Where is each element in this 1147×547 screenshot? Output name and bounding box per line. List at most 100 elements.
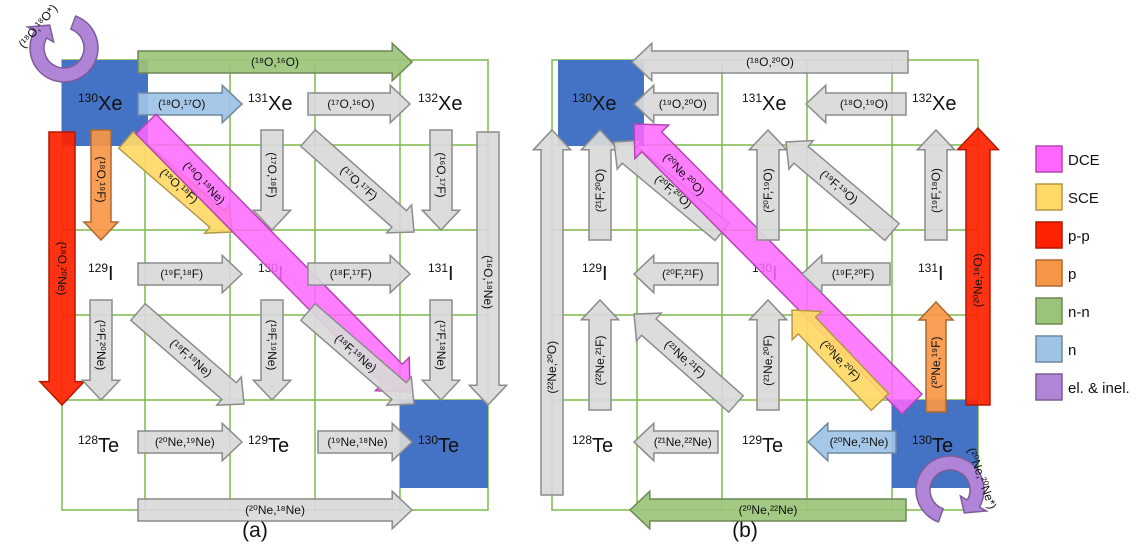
legend-swatch-dce: [1035, 145, 1063, 173]
te129-sym: Te: [268, 435, 289, 457]
legend-swatch-p: [1035, 259, 1063, 287]
arrow-a-diag-129: [129, 302, 245, 406]
nucleus-xe132-a: 132Xe: [418, 91, 463, 115]
te128b-sym: Te: [592, 435, 613, 457]
arrow-a-xe131-132: [307, 83, 412, 125]
arrow-b-bottom-nn: [628, 489, 907, 531]
nucleus-te128-b: 128Te: [572, 433, 613, 457]
xe131-mass: 131: [248, 91, 268, 105]
arrow-b-top-nn: [630, 41, 909, 83]
arrow-b-right-pp: [955, 126, 1001, 406]
arrow-a-te129-130: [317, 421, 414, 463]
arrow-a-bottom-nn: [137, 489, 414, 531]
te129-mass: 129: [248, 433, 268, 447]
nucleus-xe131-a: 131Xe: [248, 91, 293, 115]
arrow-a-i130-down: [251, 299, 293, 402]
arrow-b-i130-131: [800, 253, 891, 295]
arrow-a-pp-left-label: (¹⁸O,²⁰Ne): [55, 242, 69, 296]
arrow-b-i131-up: [915, 128, 957, 241]
arrow-a-p-xe-label: (¹⁸O,¹⁹F): [94, 156, 108, 202]
arrow-b-xe131-132-label: (¹⁸O,¹⁹O): [840, 97, 888, 111]
legend-label-el: el. & inel.: [1068, 380, 1130, 397]
nucleus-te128-a: 128Te: [78, 433, 119, 457]
i131-sym: I: [448, 263, 454, 285]
nucleus-i131-b: 131I: [918, 261, 944, 285]
panel-b-label: (b): [732, 519, 758, 542]
xe130-sym: Xe: [98, 93, 122, 115]
panel-b-arrows: (¹⁸O,²⁰O) (²⁰Ne,²²Ne) (²²Ne,²⁰O) (²⁰Ne,¹⁸O)…: [531, 41, 1001, 531]
xe132-mass: 132: [418, 91, 438, 105]
arrow-a-te129-130-label: (¹⁹Ne,¹⁸Ne): [327, 435, 387, 449]
arrow-a-i130-down-label: (¹⁸F,¹⁹Ne): [265, 320, 279, 371]
arrow-b-i129-up: [579, 128, 621, 241]
nucleus-xe130-a: 130Xe: [78, 91, 123, 115]
arrow-b-te128-129-label: (²¹Ne,²²Ne): [654, 435, 712, 449]
arrow-b-i130-up: [747, 128, 789, 241]
legend-label-dce: DCE: [1068, 152, 1100, 169]
i131-mass: 131: [428, 261, 448, 275]
nucleus-te130-b: 130Te: [912, 433, 953, 457]
arrow-b-right-pp-label: (²⁰Ne,¹⁸O): [971, 253, 985, 307]
legend-label-nn: n-n: [1068, 304, 1090, 321]
arrow-a-x131-down: [251, 129, 293, 232]
nucleus-xe131-b: 131Xe: [742, 91, 787, 115]
arrow-b-left-pp-label: (²²Ne,²⁰O): [545, 341, 559, 394]
te129b-sym: Te: [762, 435, 783, 457]
arrow-a-top-nn-label: (¹⁸O,¹⁶O): [251, 55, 299, 69]
legend-swatch-nn: [1035, 297, 1063, 325]
te128-mass: 128: [78, 433, 98, 447]
i131b-sym: I: [938, 263, 944, 285]
panel-b: 130Xe 131Xe 132Xe 129I 130I 131I 128Te 1…: [531, 41, 1001, 542]
arrow-a-x132-down-label: (¹⁶O,¹⁷F): [434, 152, 448, 197]
arrow-b-xe-n: [632, 83, 719, 125]
arrow-a-x132-down: [420, 129, 462, 232]
arrow-a-xe-n: [137, 83, 244, 125]
arrow-a-right-pp-label: (¹⁶O,¹⁸Ne): [481, 255, 495, 309]
arrow-b-te129-up-label: (²¹Ne,²⁰F): [761, 335, 775, 386]
arrow-a-te128-129: [137, 421, 244, 463]
arrow-b-te128-129: [632, 421, 719, 463]
xe131b-sym: Xe: [762, 93, 786, 115]
arrow-b-i131-up-label: (¹⁹F,¹⁸O): [929, 168, 943, 213]
arrow-b-i129-up-label: (²¹F,²⁰O): [593, 169, 607, 212]
arrow-b-te129-130-label: (²⁰Ne,²¹Ne): [830, 435, 889, 449]
arrow-b-i130-131-label: (¹⁹F,²⁰F): [832, 267, 875, 281]
arrow-a-x131-down-label: (¹⁷O,¹⁸F): [265, 152, 279, 197]
arrow-b-i129-130-label: (²⁰F,²¹F): [662, 267, 703, 281]
arrow-a-top-nn: [137, 41, 414, 83]
i129b-mass: 129: [582, 261, 602, 275]
legend-swatch-n: [1035, 335, 1063, 363]
arrow-a-diag-130: [299, 302, 415, 406]
te129b-mass: 129: [742, 433, 762, 447]
xe131-sym: Xe: [268, 93, 292, 115]
arrow-b-diag-131: [785, 139, 901, 242]
arrow-b-elastic-shape: [915, 455, 989, 523]
legend: DCE SCE p-p p n-n n el. & inel.: [1035, 145, 1130, 401]
te130-mass: 130: [418, 433, 438, 447]
nucleus-te130-a: 130Te: [418, 433, 459, 457]
arrow-a-bottom-nn-label: (²⁰Ne,¹⁸Ne): [245, 503, 305, 517]
target-te130-a: [400, 400, 488, 488]
arrow-a-i129-down-label: (¹⁹F,²⁰Ne): [94, 320, 108, 371]
te128b-mass: 128: [572, 433, 592, 447]
xe131b-mass: 131: [742, 91, 762, 105]
legend-swatch-pp: [1035, 221, 1063, 249]
legend-label-pp: p-p: [1068, 228, 1090, 245]
te130b-mass: 130: [912, 433, 932, 447]
i129b-sym: I: [602, 263, 608, 285]
arrow-b-i130-up-label: (²⁰F,¹⁹O): [761, 168, 775, 213]
xe130-mass: 130: [78, 91, 98, 105]
legend-label-sce: SCE: [1068, 190, 1099, 207]
arrow-b-xe131-132: [804, 83, 907, 125]
nucleus-i129-a: 129I: [88, 261, 114, 285]
xe132b-mass: 132: [912, 91, 932, 105]
arrow-b-te128-up-label: (²²Ne,²¹F): [593, 336, 607, 386]
arrow-b-te128-up: [579, 298, 621, 411]
arrow-a-right-pp: [467, 131, 509, 407]
arrow-b-te129-up: [747, 298, 789, 411]
i129-sym: I: [108, 263, 114, 285]
arrow-b-te129-130: [806, 421, 897, 463]
arrow-a-diag-131: [299, 128, 415, 234]
arrow-a-te128-129-label: (²⁰Ne,¹⁹Ne): [155, 435, 215, 449]
legend-swatch-el: [1035, 373, 1063, 401]
